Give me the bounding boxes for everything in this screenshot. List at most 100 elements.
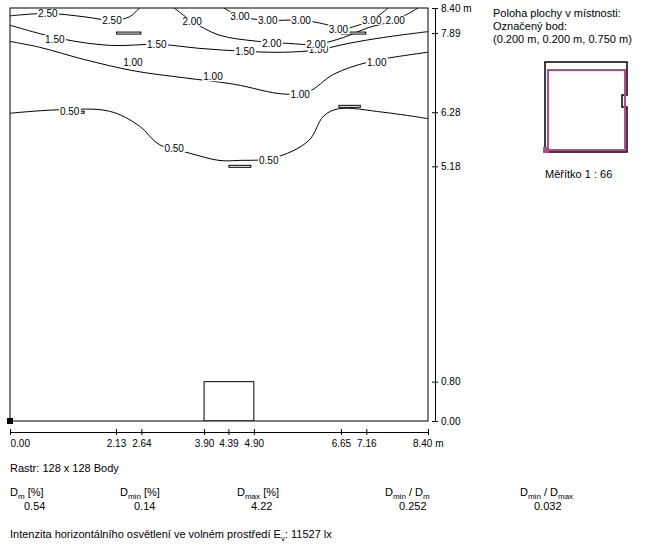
plot-area	[10, 8, 428, 421]
contour-label-group: 3.00	[290, 15, 312, 26]
contour-label-bg	[101, 16, 123, 25]
contour-label-group: 2.50	[101, 15, 123, 26]
contour-label: 2.00	[182, 16, 202, 27]
y-tick-mark	[432, 421, 438, 422]
contour-label-bg	[44, 35, 66, 44]
scale-text: Měřítko 1 : 66	[545, 168, 612, 180]
contour-label: 0.50	[60, 106, 80, 117]
contour-label-group: 1.00	[202, 71, 224, 82]
contour-label-group: 1.50	[44, 34, 66, 45]
contour-label-group: 3.00	[361, 15, 383, 26]
contour-label-group: 2.50	[37, 8, 59, 19]
y-tick: 0.00	[432, 416, 461, 427]
x-tick: 3.90	[195, 429, 215, 449]
contour-label: 0.50	[259, 155, 279, 166]
label-part: D	[385, 486, 393, 498]
y-tick-mark	[432, 382, 438, 383]
stat-label: Dm​ [%]	[10, 486, 44, 501]
chart: 0.500.500.501.001.001.001.001.501.501.50…	[0, 0, 646, 556]
fixture-inner	[229, 166, 250, 167]
label-reset: ​	[573, 486, 574, 498]
label-part: Intenzita horizontálního osvětlení ve vo…	[10, 528, 281, 540]
room-outline	[545, 62, 627, 152]
x-tick-mark	[366, 429, 367, 435]
stat-value: 0.54	[24, 500, 45, 512]
contour-label-bg	[290, 16, 312, 25]
contour-label-group: 0.50	[59, 106, 81, 117]
y-tick: 5.18	[432, 161, 461, 172]
stat-label: Dmin​ / Dmax​	[520, 486, 573, 501]
contour-label-bg	[257, 16, 279, 25]
x-tick-mark	[428, 429, 429, 435]
label-part: [%]	[260, 486, 279, 498]
contour-label: 2.00	[306, 39, 326, 50]
fixture-inner	[117, 33, 140, 34]
contour-label-bg	[234, 47, 256, 56]
contour-line	[174, 8, 418, 45]
label-part: / D	[406, 486, 423, 498]
y-tick-mark	[432, 33, 438, 34]
contour-label: 0.50	[164, 143, 184, 154]
label-part: D	[237, 486, 245, 498]
stat-value: 4.22	[251, 500, 272, 512]
x-axis-line	[11, 432, 429, 433]
contour-label-group: 2.00	[261, 38, 283, 49]
label-part: D	[520, 486, 528, 498]
contour-label-bg	[202, 72, 224, 81]
x-tick: 0.00	[11, 429, 31, 449]
contour-labels: 0.500.500.501.001.001.001.001.501.501.50…	[37, 8, 406, 166]
y-tick-mark	[432, 166, 438, 167]
contour-label-bg	[258, 156, 280, 165]
info-text: Poloha plochy v místnosti:	[493, 7, 621, 19]
contour-label: 2.00	[262, 38, 282, 49]
x-tick: 8.40 m	[413, 429, 444, 449]
label-part: [%]	[25, 486, 44, 498]
info-text: (0.200 m, 0.200 m, 0.750 m)	[493, 33, 632, 45]
contour-label-group: 3.00	[257, 15, 279, 26]
fixture	[228, 165, 251, 168]
x-tick: 4.90	[245, 429, 265, 449]
x-tick-mark	[116, 429, 117, 435]
x-tick-mark	[204, 429, 205, 435]
x-tick-mark	[254, 429, 255, 435]
y-tick-label: 7.89	[441, 28, 461, 39]
contour-label: 1.50	[235, 46, 255, 57]
x-tick-mark	[141, 429, 142, 435]
x-tick-label: 3.90	[195, 438, 215, 449]
y-tick: 7.89	[432, 28, 461, 39]
y-tick-label: 0.80	[441, 376, 461, 387]
x-tick-mark	[228, 429, 229, 435]
x-tick-mark	[10, 429, 11, 435]
contour-line	[224, 8, 388, 30]
x-tick: 2.64	[132, 429, 152, 449]
label-part: D	[120, 486, 128, 498]
label-part: / D	[541, 486, 558, 498]
raster-text: Rastr: 128 x 128 Body	[10, 462, 119, 474]
x-tick-label: 6.65	[332, 438, 352, 449]
y-tick-mark	[432, 112, 438, 113]
y-tick-label: 5.18	[441, 161, 461, 172]
contour-label-bg	[289, 90, 311, 99]
contour-label-group: 1.00	[366, 57, 388, 68]
contour-label: 3.00	[329, 24, 349, 35]
x-tick-mark	[341, 429, 342, 435]
contour-label-bg	[328, 25, 350, 34]
contour-label-bg	[163, 144, 185, 153]
fixture	[338, 105, 360, 108]
contour-label: 1.50	[147, 39, 167, 50]
label-part: [%]	[141, 486, 160, 498]
illuminance-text: Intenzita horizontálního osvětlení ve vo…	[10, 528, 332, 543]
contour-label-bg	[181, 17, 203, 26]
contour-label: 2.00	[385, 15, 405, 26]
contour-label-group: 3.00	[229, 11, 251, 22]
door	[204, 382, 254, 421]
y-tick-label: 0.00	[441, 416, 461, 427]
x-tick-label: 7.16	[357, 438, 377, 449]
fixture-inner	[339, 106, 359, 107]
contour-label-bg	[59, 107, 81, 116]
x-tick-label: 8.40 m	[413, 438, 444, 449]
stat-value: 0.032	[534, 500, 562, 512]
x-tick-label: 0.00	[11, 438, 31, 449]
contour-label: 1.50	[45, 34, 65, 45]
room-plane	[548, 70, 625, 150]
